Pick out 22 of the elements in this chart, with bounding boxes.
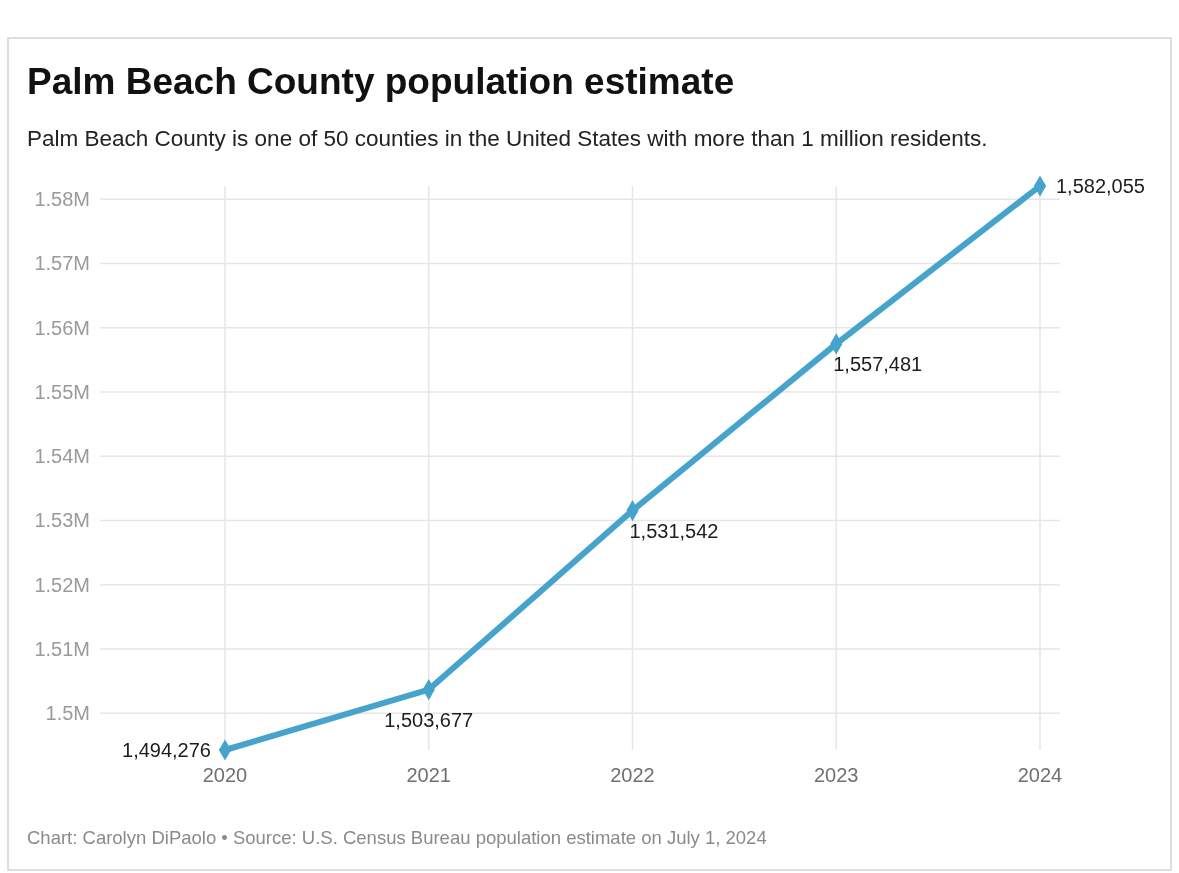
data-label: 1,503,677 bbox=[384, 708, 474, 731]
y-tick-label: 1.53M bbox=[34, 509, 90, 532]
text: Chart: Carolyn DiPaolo • Source: U.S. Census Bureau population estimate on July 1, 2024 bbox=[27, 827, 767, 848]
x-tick-label: 2021 bbox=[406, 764, 451, 786]
y-tick-label: 1.55M bbox=[34, 380, 90, 403]
chart-subtitle: Palm Beach County is one of 50 counties in the United States with more than 1 million residents. bbox=[27, 126, 988, 151]
y-tick-label: 1.57M bbox=[34, 252, 90, 275]
x-tick-label: 2022 bbox=[610, 764, 655, 786]
x-tick-label: 2023 bbox=[814, 764, 859, 786]
y-tick-label: 1.58M bbox=[34, 188, 90, 211]
data-label: 1,531,542 bbox=[629, 519, 719, 542]
y-tick-label: 1.54M bbox=[34, 445, 90, 468]
y-tick-label: 1.51M bbox=[34, 637, 90, 660]
y-tick-label: 1.52M bbox=[34, 573, 90, 596]
data-label: 1,582,055 bbox=[1056, 175, 1145, 197]
data-label: 1,494,276 bbox=[122, 739, 211, 761]
data-label: 1,557,481 bbox=[833, 352, 923, 375]
y-tick-label: 1.56M bbox=[34, 316, 90, 339]
chart-title: Palm Beach County population estimate bbox=[27, 61, 735, 102]
x-tick-label: 2024 bbox=[1017, 764, 1063, 786]
y-tick-label: 1.5M bbox=[45, 702, 90, 725]
x-tick-label: 2020 bbox=[202, 764, 248, 786]
